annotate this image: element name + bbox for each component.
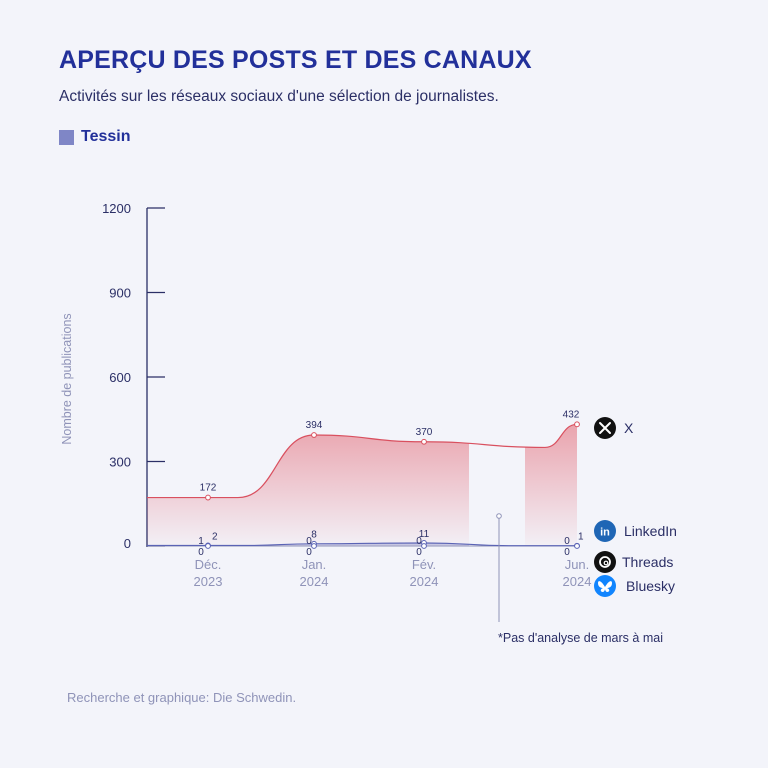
series-x-point bbox=[205, 494, 211, 501]
series-threads-data-label: 0 bbox=[416, 536, 422, 547]
channel-label-linkedin: LinkedIn bbox=[624, 523, 677, 539]
legend-swatch bbox=[59, 129, 74, 145]
y-tick-label: 0 bbox=[124, 536, 131, 551]
series-x-data-label: 394 bbox=[306, 420, 323, 431]
series-threads-data-label: 0 bbox=[306, 536, 312, 547]
series-x-point bbox=[311, 432, 317, 438]
x-icon bbox=[594, 417, 616, 439]
x-tick-label: Jun. bbox=[565, 557, 590, 572]
chart-title: APERÇU DES POSTS ET DES CANAUX bbox=[59, 46, 532, 74]
x-tick-label: Fév. bbox=[412, 557, 436, 572]
series-x-data-label: 172 bbox=[200, 483, 217, 494]
series-x-data-label: 432 bbox=[563, 409, 580, 420]
series-threads-data-label: 0 bbox=[564, 536, 570, 547]
series-bluesky-data-label: 0 bbox=[564, 547, 570, 558]
series-x-line bbox=[147, 423, 578, 499]
series-linkedin-data-label: 1 bbox=[578, 532, 584, 543]
x-tick-label: Jan. bbox=[302, 557, 327, 572]
y-tick-label: 1200 bbox=[102, 201, 131, 216]
series-bluesky-data-label: 0 bbox=[416, 547, 422, 558]
footer-credit: Recherche et graphique: Die Schwedin. bbox=[67, 690, 297, 705]
y-axis-title: Nombre de publications bbox=[60, 313, 74, 444]
svg-text:in: in bbox=[600, 527, 610, 539]
series-bluesky-point bbox=[421, 543, 427, 549]
x-tick-year: 2024 bbox=[563, 574, 592, 589]
series-bluesky-point bbox=[205, 543, 211, 549]
x-tick-year: 2023 bbox=[194, 574, 223, 589]
channel-label-bluesky: Bluesky bbox=[626, 578, 675, 594]
series-linkedin-data-label: 8 bbox=[311, 530, 317, 541]
y-tick-label: 900 bbox=[109, 286, 131, 301]
legend: Tessin bbox=[59, 128, 131, 146]
series-threads-data-label: 1 bbox=[198, 536, 204, 547]
series-bluesky-data-label: 0 bbox=[306, 547, 312, 558]
series-bluesky-data-label: 0 bbox=[198, 547, 204, 558]
x-tick-label: Déc. bbox=[195, 557, 222, 572]
chart-subtitle: Activités sur les réseaux sociaux d'une … bbox=[59, 88, 499, 105]
legend-label: Tessin bbox=[81, 128, 131, 145]
series-linkedin-data-label: 11 bbox=[419, 529, 430, 540]
threads-icon bbox=[594, 551, 616, 573]
gap-note-text: *Pas d'analyse de mars à mai bbox=[498, 631, 663, 645]
series-linkedin-line bbox=[146, 542, 577, 547]
series-bluesky-point bbox=[311, 543, 317, 549]
series-x-data-label: 370 bbox=[416, 427, 433, 438]
series-x-point bbox=[574, 421, 580, 428]
x-tick-year: 2024 bbox=[300, 574, 329, 589]
bluesky-icon bbox=[594, 575, 616, 597]
linkedin-icon: in bbox=[594, 520, 616, 542]
channel-label-threads: Threads bbox=[622, 554, 673, 570]
series-bluesky-point bbox=[574, 543, 580, 549]
series-x-point bbox=[421, 438, 427, 445]
series-linkedin-data-label: 2 bbox=[212, 531, 218, 542]
x-tick-year: 2024 bbox=[410, 574, 439, 589]
channel-label-x: X bbox=[624, 420, 634, 436]
y-tick-label: 300 bbox=[109, 455, 131, 470]
y-tick-label: 600 bbox=[109, 370, 131, 385]
gap-note-dot bbox=[496, 513, 502, 519]
